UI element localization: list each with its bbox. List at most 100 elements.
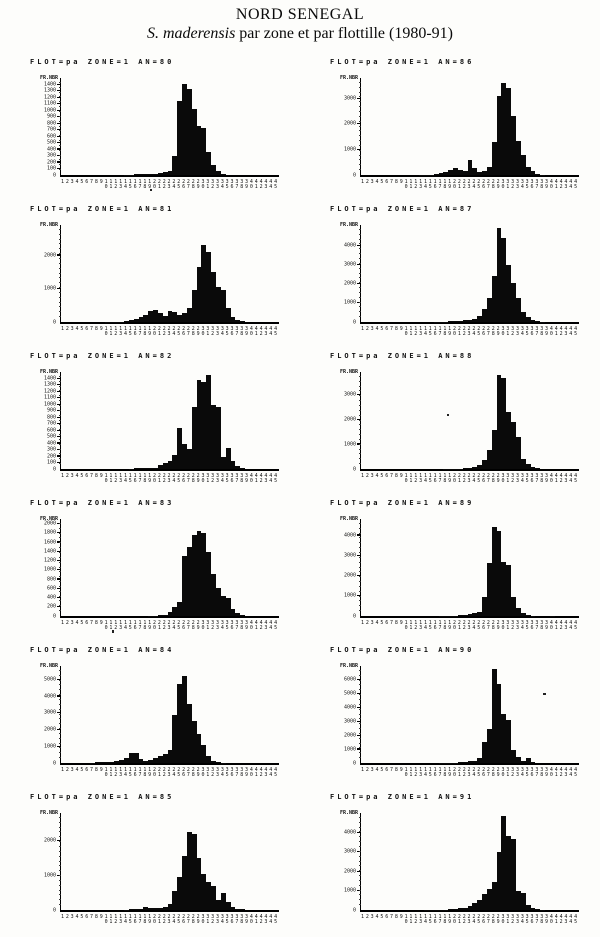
x-tick-label: 33 <box>215 914 220 924</box>
x-tick-label: 41 <box>253 914 259 924</box>
histogram-bar <box>230 906 236 910</box>
y-minor-tick <box>358 291 361 293</box>
y-minor-tick <box>358 732 361 734</box>
y-minor-tick <box>58 831 61 833</box>
x-tick-label: 44 <box>568 767 574 777</box>
y-minor-tick <box>58 694 61 696</box>
x-tick-label: 14 <box>422 179 428 189</box>
y-tick-label: 400 <box>46 594 56 601</box>
y-minor-tick <box>358 434 361 436</box>
x-tick-label: 38 <box>539 914 545 924</box>
x-tick-label: 33 <box>215 326 220 336</box>
y-tick-label: 1000 <box>343 746 356 753</box>
x-tick-label: 3 <box>69 326 75 331</box>
y-minor-tick <box>58 590 61 592</box>
x-tick-labels: 1 2 3 4 5 6 7 8 9 10 11 12 13 14 15 16 17 18 19 20 21 22 23 24 2… <box>360 620 578 631</box>
x-tick-label: 15 <box>427 620 433 630</box>
y-minor-tick <box>58 272 61 274</box>
x-tick-label: 31 <box>505 914 511 924</box>
x-tick-label: 24 <box>471 620 477 630</box>
x-tick-label: 37 <box>234 326 240 336</box>
y-minor-tick <box>358 316 361 318</box>
histogram-bar <box>491 527 497 616</box>
x-tick-label: 17 <box>137 767 143 777</box>
x-tick-label: 39 <box>544 473 549 483</box>
x-tick-label: 10 <box>403 620 409 630</box>
histogram-bar <box>143 468 149 469</box>
x-tick-label: 19 <box>447 473 453 483</box>
y-tick-mark <box>56 745 61 747</box>
histogram-bar <box>225 902 231 910</box>
histogram-bar <box>511 749 516 763</box>
histogram-bar <box>225 598 231 616</box>
x-tick-label: 21 <box>156 914 162 924</box>
y-tick-label: 1300 <box>43 381 56 388</box>
x-tick-label: 40 <box>248 179 254 189</box>
x-tick-label: 22 <box>461 473 467 483</box>
histogram-bar <box>119 321 124 322</box>
y-minor-tick <box>358 448 361 450</box>
histogram-bar <box>472 466 478 469</box>
x-tick-label: 20 <box>152 767 157 777</box>
histogram-bar <box>453 909 458 910</box>
x-tick-label: 20 <box>452 326 457 336</box>
histogram-bar <box>501 238 507 322</box>
chart-cell-an-80: FLOT=pa ZONE=1 AN=80 FR.NBR 0 100 200 300 400 5… <box>0 54 300 201</box>
y-tick-mark <box>56 90 61 92</box>
x-tick-label: 21 <box>456 914 462 924</box>
y-tick-label: 1000 <box>343 887 356 894</box>
x-tick-label: 12 <box>413 914 419 924</box>
histogram-bar <box>535 909 541 910</box>
histogram-bar <box>157 465 163 469</box>
x-tick-label: 30 <box>500 326 506 336</box>
histogram-bar <box>157 615 163 616</box>
histogram-bar <box>438 173 444 175</box>
x-tick-label: 8 <box>93 326 99 331</box>
x-tick-label: 28 <box>490 914 496 924</box>
chart-title: FLOT=pa ZONE=1 AN=87 <box>330 205 475 213</box>
y-tick-label: 1000 <box>43 566 56 573</box>
x-tick-label: 14 <box>122 179 128 189</box>
y-tick-label: 300 <box>46 446 56 453</box>
x-tick-label: 24 <box>471 326 477 336</box>
x-tick-label: 16 <box>432 326 438 336</box>
y-tick-mark <box>356 148 361 150</box>
x-tick-label: 37 <box>534 179 540 189</box>
histogram-bar <box>525 904 531 910</box>
histogram-bar <box>128 909 134 910</box>
x-tick-labels: 1 2 3 4 5 6 7 8 9 10 11 12 13 14 15 16 17 18 19 20 21 22 23 24 2… <box>360 179 578 190</box>
y-minor-tick <box>58 443 61 445</box>
x-tick-label: 30 <box>500 179 506 189</box>
x-tick-label: 41 <box>553 179 559 189</box>
x-tick-label: 24 <box>171 914 177 924</box>
x-tick-label: 39 <box>544 326 549 336</box>
x-tick-label: 34 <box>219 326 225 336</box>
y-minor-tick <box>358 144 361 146</box>
x-tick-label: 43 <box>263 914 269 924</box>
x-tick-label: 1 <box>360 767 365 772</box>
y-minor-tick <box>58 610 61 612</box>
x-tick-label: 42 <box>258 179 264 189</box>
histogram-bar <box>157 755 163 763</box>
x-tick-label: 38 <box>239 767 245 777</box>
histogram-bar <box>182 313 187 322</box>
y-tick-mark <box>56 129 61 131</box>
y-minor-tick <box>58 253 61 255</box>
histogram-bar <box>240 321 246 322</box>
x-tick-label: 26 <box>181 767 186 777</box>
y-minor-tick <box>358 728 361 730</box>
bars-container <box>61 225 279 322</box>
x-tick-label: 1 <box>360 326 365 331</box>
x-tick-label: 31 <box>205 179 211 189</box>
y-minor-tick <box>358 855 361 857</box>
y-axis-corner-label: FR.NBR <box>39 222 58 228</box>
histogram-bar <box>467 467 473 469</box>
x-tick-label: 33 <box>515 326 520 336</box>
x-tick-label: 22 <box>461 179 467 189</box>
y-minor-tick <box>58 703 61 705</box>
x-tick-label: 20 <box>452 767 457 777</box>
x-tick-label: 42 <box>558 620 564 630</box>
x-tick-label: 42 <box>558 179 564 189</box>
y-minor-tick <box>358 101 361 103</box>
x-tick-label: 5 <box>79 326 85 331</box>
